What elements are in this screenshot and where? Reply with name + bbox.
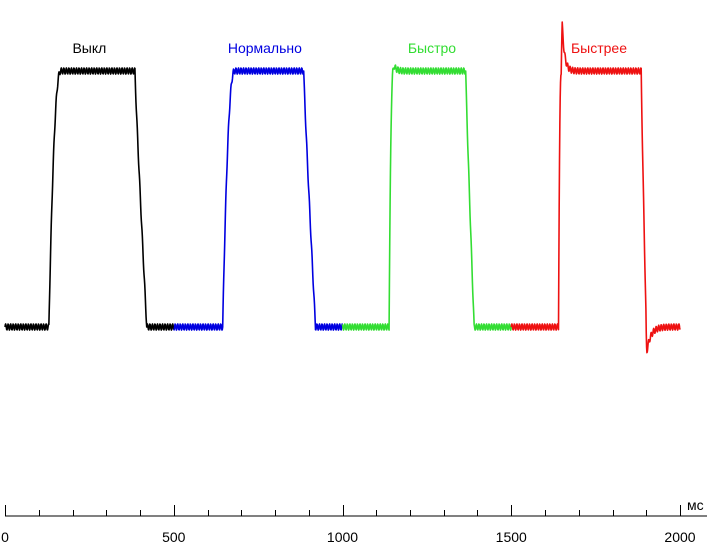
series-line [4, 67, 175, 331]
x-tick-label: 2000 [664, 529, 695, 543]
series-label: Быстро [408, 40, 456, 56]
series-line [173, 67, 343, 331]
series-line [341, 64, 513, 331]
x-tick-label: 500 [162, 529, 186, 543]
x-tick-label: 1500 [496, 529, 527, 543]
x-tick-label: 1000 [327, 529, 358, 543]
x-axis-ticks [5, 505, 681, 516]
series-layer [4, 21, 681, 354]
x-axis: 0 500 1000 1500 2000 мс [1, 497, 707, 543]
x-axis-tick-labels: 0 500 1000 1500 2000 [1, 529, 696, 543]
series-labels: Выкл Нормально Быстро Быстрее [72, 40, 627, 56]
x-axis-unit-label: мс [687, 497, 704, 513]
series-label: Нормально [228, 40, 302, 56]
series-line [510, 21, 681, 354]
series-label: Быстрее [571, 40, 627, 56]
series-label: Выкл [72, 40, 106, 56]
x-tick-label: 0 [1, 529, 9, 543]
